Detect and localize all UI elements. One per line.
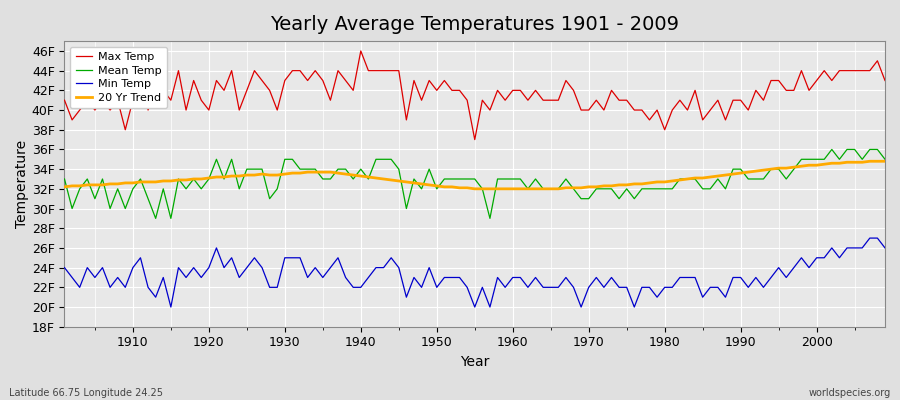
Max Temp	[120, 127, 130, 132]
20 Yr Trend	[333, 171, 344, 176]
Mean Temp	[59, 176, 70, 181]
20 Yr Trend	[879, 159, 890, 164]
20 Yr Trend	[515, 186, 526, 191]
Min Temp	[59, 265, 70, 270]
Max Temp	[470, 137, 481, 142]
Min Temp	[294, 255, 305, 260]
20 Yr Trend	[120, 180, 130, 185]
20 Yr Trend	[508, 186, 518, 191]
Mean Temp	[340, 167, 351, 172]
Y-axis label: Temperature: Temperature	[15, 140, 29, 228]
Mean Temp	[826, 147, 837, 152]
Max Temp	[515, 88, 526, 93]
Mean Temp	[515, 176, 526, 181]
Min Temp	[508, 275, 518, 280]
20 Yr Trend	[59, 184, 70, 189]
Max Temp	[287, 68, 298, 73]
Mean Temp	[606, 186, 616, 191]
Max Temp	[879, 78, 890, 83]
Mean Temp	[294, 167, 305, 172]
Min Temp	[515, 275, 526, 280]
Line: Max Temp: Max Temp	[65, 51, 885, 140]
Mean Temp	[120, 206, 130, 211]
20 Yr Trend	[864, 159, 875, 164]
X-axis label: Year: Year	[460, 355, 490, 369]
Min Temp	[606, 275, 616, 280]
Text: Latitude 66.75 Longitude 24.25: Latitude 66.75 Longitude 24.25	[9, 388, 163, 398]
Mean Temp	[879, 157, 890, 162]
Line: Mean Temp: Mean Temp	[65, 150, 885, 218]
20 Yr Trend	[606, 184, 616, 188]
Max Temp	[59, 98, 70, 103]
Max Temp	[356, 48, 366, 53]
Max Temp	[523, 98, 534, 103]
Title: Yearly Average Temperatures 1901 - 2009: Yearly Average Temperatures 1901 - 2009	[270, 15, 680, 34]
Line: 20 Yr Trend: 20 Yr Trend	[65, 161, 885, 189]
Max Temp	[614, 98, 625, 103]
Mean Temp	[150, 216, 161, 221]
Min Temp	[864, 236, 875, 240]
20 Yr Trend	[470, 186, 481, 191]
Max Temp	[333, 68, 344, 73]
Min Temp	[166, 305, 176, 310]
Min Temp	[120, 285, 130, 290]
Min Temp	[879, 246, 890, 250]
Mean Temp	[508, 176, 518, 181]
20 Yr Trend	[287, 171, 298, 176]
Min Temp	[340, 275, 351, 280]
Text: worldspecies.org: worldspecies.org	[809, 388, 891, 398]
Line: Min Temp: Min Temp	[65, 238, 885, 307]
Legend: Max Temp, Mean Temp, Min Temp, 20 Yr Trend: Max Temp, Mean Temp, Min Temp, 20 Yr Tre…	[70, 47, 167, 108]
